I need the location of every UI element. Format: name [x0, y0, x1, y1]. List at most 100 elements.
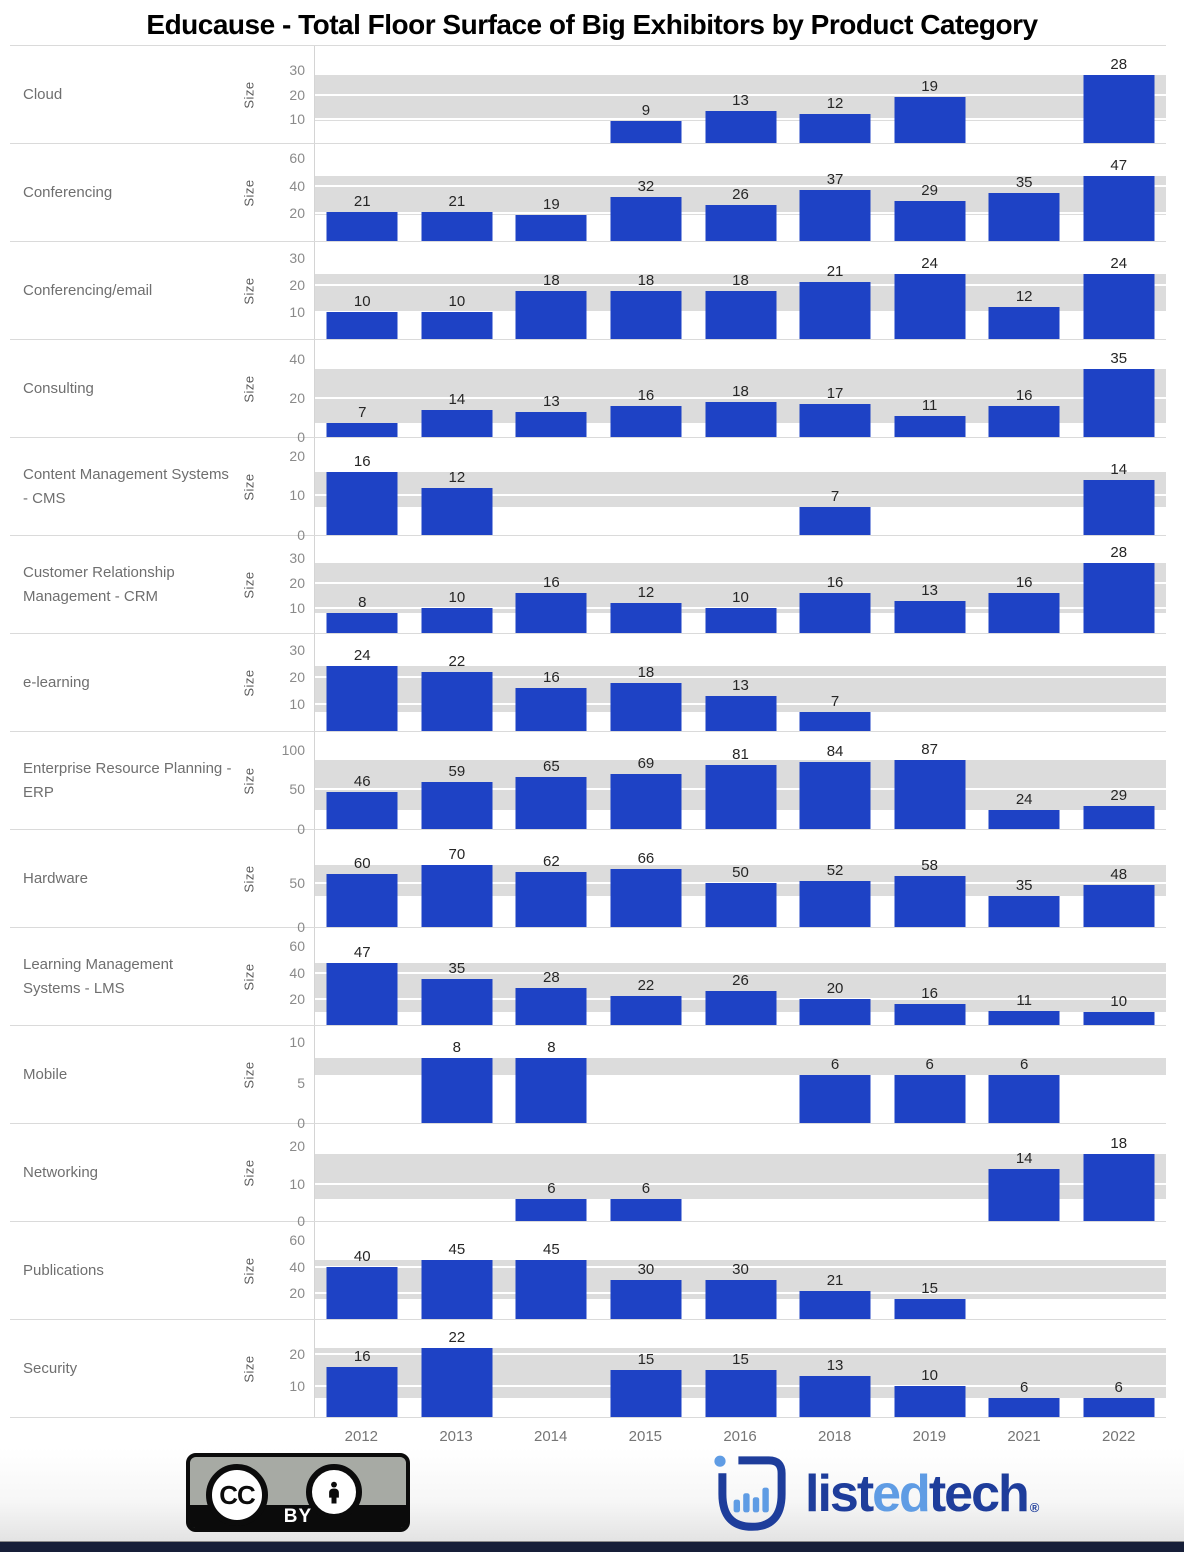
bar-value-label: 24 — [1110, 255, 1128, 273]
listedtech-logo: list ed tech ® — [712, 1452, 1039, 1536]
x-axis-year-label: 2021 — [1007, 1428, 1041, 1445]
bar-value-label: 26 — [732, 971, 749, 989]
y-axis-title: Size — [241, 472, 257, 501]
y-axis: Size — [232, 1320, 266, 1417]
gridline — [315, 257, 1166, 260]
gridline — [315, 284, 1166, 287]
bar-value-label: 65 — [543, 758, 560, 776]
bar — [705, 111, 776, 143]
y-axis: Size — [232, 1026, 266, 1123]
y-axis-tick-label: 20 — [289, 390, 305, 407]
listedtech-wordmark: list ed tech ® — [805, 1464, 1039, 1524]
bar — [894, 1004, 966, 1025]
bar-value-label: 24 — [353, 647, 371, 665]
y-axis-ticks: 0 50 — [266, 830, 314, 935]
y-axis-ticks: 0 50 100 — [266, 732, 314, 838]
bar-value-label: 12 — [826, 94, 844, 112]
bar — [610, 774, 682, 829]
y-axis-ticks: 0 10 20 — [266, 438, 314, 543]
bar — [705, 1279, 776, 1319]
bar — [894, 415, 966, 437]
bar-value-label: 19 — [543, 195, 560, 213]
bar-value-label: 18 — [732, 271, 749, 289]
bar — [515, 290, 587, 339]
y-axis: Size — [232, 438, 266, 535]
bar-value-label: 19 — [921, 77, 938, 95]
bar-value-label: 20 — [826, 979, 844, 997]
bar-value-label: 28 — [1110, 56, 1128, 74]
bar — [421, 312, 493, 339]
plot-area: 60 70 62 66 50 52 58 35 48 — [314, 830, 1166, 927]
bar — [610, 682, 682, 731]
bar — [421, 979, 493, 1025]
bar — [421, 1260, 493, 1319]
bar-value-label: 46 — [353, 773, 371, 791]
bar-value-label: 30 — [732, 1260, 749, 1278]
category-label: Publications — [23, 1261, 104, 1279]
y-axis-title: Size — [241, 962, 257, 991]
gridline — [315, 494, 1166, 497]
plot-area: 46 59 65 69 81 84 87 24 29 — [314, 732, 1166, 829]
bar — [610, 868, 682, 927]
y-axis-tick-label: 20 — [289, 990, 305, 1007]
y-axis-tick-label: 0 — [297, 919, 305, 935]
bar-value-label: 35 — [1015, 877, 1033, 895]
bar — [705, 882, 776, 927]
bar-value-label: 29 — [1110, 786, 1128, 804]
category-row: Content Management Systems - CMS Size 0 10 2… — [10, 438, 1166, 543]
y-axis-ticks: 10 20 — [266, 1320, 314, 1417]
bar-value-label: 6 — [1019, 1055, 1029, 1073]
bar — [610, 196, 682, 241]
y-axis: Size — [232, 830, 266, 927]
category-label: Mobile — [23, 1065, 68, 1083]
bar-value-label: 12 — [637, 584, 655, 602]
bar — [894, 600, 966, 633]
bar — [894, 875, 966, 927]
bar-value-label: 58 — [921, 856, 938, 874]
y-axis-tick-label: 20 — [289, 86, 305, 103]
bar — [515, 988, 587, 1025]
bar — [799, 881, 871, 927]
bar — [894, 96, 966, 143]
y-axis-ticks: 20 40 60 — [266, 1222, 314, 1319]
bar-value-label: 6 — [1114, 1379, 1123, 1397]
category-row: Security Size 10 20 16 22 15 15 13 10 6 6 — [10, 1320, 1166, 1418]
bar — [705, 402, 776, 437]
y-axis-tick-label: 40 — [289, 1258, 305, 1275]
y-axis-tick-label: 20 — [289, 1284, 305, 1301]
y-axis-tick-label: 30 — [289, 62, 305, 79]
y-axis-tick-label: 60 — [289, 1232, 305, 1249]
bar-value-label: 15 — [732, 1351, 749, 1369]
y-axis-title: Size — [241, 1060, 257, 1089]
bar-value-label: 45 — [448, 1241, 466, 1259]
bar — [705, 764, 776, 829]
bar — [421, 608, 493, 633]
bar-value-label: 8 — [358, 594, 367, 612]
bar-value-label: 10 — [1110, 992, 1128, 1010]
y-axis-title: Size — [241, 1256, 257, 1285]
bar — [799, 1291, 871, 1319]
bar — [705, 290, 776, 339]
y-axis-tick-label: 30 — [289, 642, 305, 659]
y-axis: Size — [232, 144, 266, 241]
chart-title: Educause - Total Floor Surface of Big Ex… — [146, 9, 1038, 40]
bar — [610, 121, 682, 143]
bar — [515, 1058, 587, 1123]
y-axis-ticks: 10 20 30 — [266, 634, 314, 731]
bar-value-label: 47 — [353, 944, 371, 962]
bar-value-label: 6 — [1019, 1379, 1029, 1397]
bar — [515, 777, 587, 829]
bar — [988, 1074, 1060, 1123]
y-axis-tick-label: 20 — [289, 575, 305, 592]
bar — [799, 1074, 871, 1123]
bar-value-label: 21 — [353, 192, 371, 210]
bar — [1083, 884, 1155, 927]
y-axis-ticks: 10 20 30 — [266, 536, 314, 633]
y-axis-tick-label: 40 — [289, 177, 305, 194]
plot-area: 9 13 12 19 28 — [314, 46, 1166, 143]
bar — [1083, 563, 1155, 633]
bar-value-label: 8 — [547, 1039, 556, 1057]
category-label: e-learning — [23, 673, 90, 691]
y-axis-tick-label: 30 — [289, 550, 305, 567]
bar — [705, 608, 776, 633]
